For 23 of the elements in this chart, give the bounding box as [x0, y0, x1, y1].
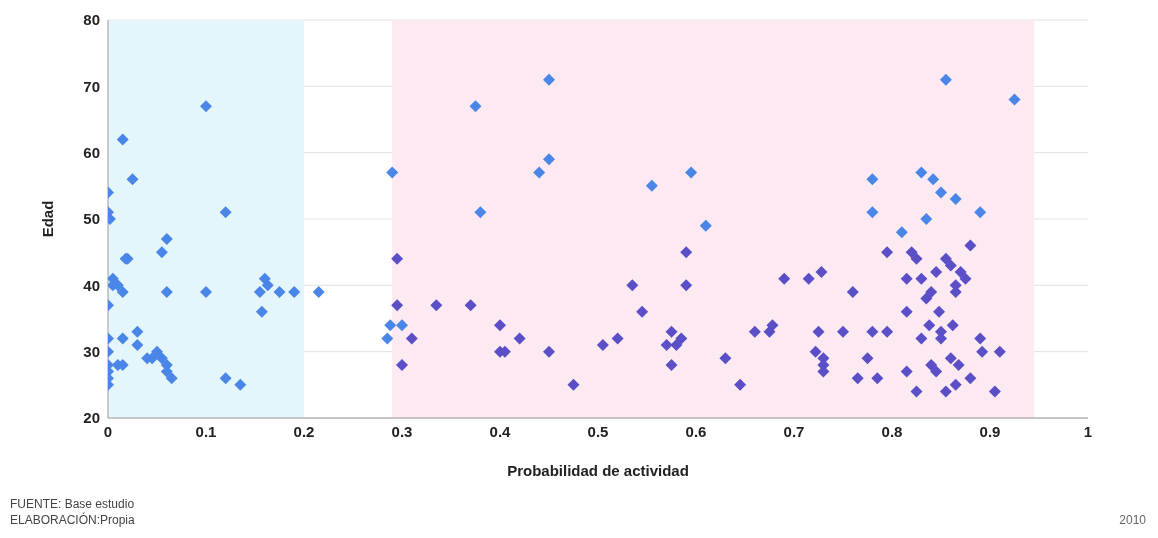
x-tick-label: 0.6 — [685, 422, 707, 440]
x-tick-label: 0.8 — [881, 422, 903, 440]
y-tick-label: 50 — [83, 210, 100, 228]
x-tick-label: 0.1 — [195, 422, 217, 440]
x-tick-label: 0.5 — [587, 422, 609, 440]
source-note: FUENTE: Base estudio — [10, 496, 135, 512]
x-tick-label: 0.9 — [979, 422, 1001, 440]
y-tick-label: 70 — [83, 77, 100, 95]
x-tick-label: 0.4 — [489, 422, 512, 440]
y-tick-label: 40 — [83, 276, 100, 294]
x-tick-label: 1 — [1083, 422, 1093, 440]
y-tick-label: 20 — [83, 409, 100, 427]
x-tick-label: 0 — [103, 422, 113, 440]
text: ELABORACIÓN:Propia — [10, 512, 135, 528]
y-axis-title: Edad — [39, 200, 57, 238]
y-tick-label: 80 — [83, 11, 100, 29]
x-tick-label: 0.3 — [391, 422, 413, 440]
y-tick-label: 30 — [83, 342, 100, 360]
x-tick-label: 0.2 — [293, 422, 315, 440]
x-axis-title: Probabilidad de actividad — [507, 462, 689, 479]
x-tick-label: 0.7 — [783, 422, 805, 440]
text: 2010 — [1119, 513, 1146, 527]
y-tick-label: 60 — [83, 143, 100, 161]
